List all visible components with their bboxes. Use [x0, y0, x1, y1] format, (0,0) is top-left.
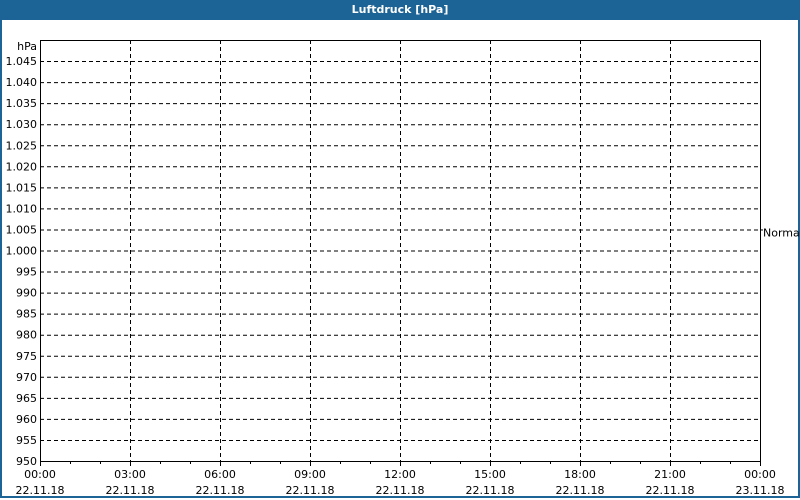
y-tick-label: 1.015 — [6, 181, 38, 194]
x-tick-date: 22.11.18 — [646, 484, 695, 497]
y-axis-label: hPa — [17, 40, 37, 53]
y-tick-label: 1.010 — [6, 202, 38, 215]
x-tick-time: 21:00 — [654, 468, 686, 481]
x-tick-date: 23.11.18 — [736, 484, 785, 497]
y-tick-label: 1.020 — [6, 160, 38, 173]
x-tick-date: 22.11.18 — [376, 484, 425, 497]
x-tick-date: 22.11.18 — [16, 484, 65, 497]
x-tick-time: 00:00 — [744, 468, 776, 481]
plot-frame — [40, 40, 761, 462]
x-tick-time: 15:00 — [474, 468, 506, 481]
y-tick-label: 980 — [16, 329, 37, 342]
y-tick-label: 1.035 — [6, 97, 38, 110]
x-tick-date: 22.11.18 — [286, 484, 335, 497]
y-tick-label: 1.030 — [6, 118, 38, 131]
x-tick-time: 12:00 — [384, 468, 416, 481]
x-tick-date: 22.11.18 — [466, 484, 515, 497]
x-tick-time: 00:00 — [24, 468, 56, 481]
x-tick-date: 22.11.18 — [556, 484, 605, 497]
x-tick-time: 03:00 — [114, 468, 146, 481]
chart-title: Luftdruck [hPa] — [0, 0, 800, 20]
x-tick-time: 18:00 — [564, 468, 596, 481]
y-tick-label: 970 — [16, 371, 37, 384]
y-tick-label: 1.025 — [6, 139, 38, 152]
y-tick-label: 960 — [16, 413, 37, 426]
y-tick-label: 965 — [16, 392, 37, 405]
y-tick-label: 1.045 — [6, 55, 38, 68]
y-tick-label: 990 — [16, 287, 37, 300]
y-tick-label: 975 — [16, 350, 37, 363]
y-tick-label: 955 — [16, 434, 37, 447]
y-tick-label: 995 — [16, 266, 37, 279]
x-tick-time: 09:00 — [294, 468, 326, 481]
x-tick-time: 06:00 — [204, 468, 236, 481]
y-tick-label: 1.040 — [6, 76, 38, 89]
x-tick-date: 22.11.18 — [106, 484, 155, 497]
y-tick-label: 1.000 — [6, 245, 38, 258]
x-tick-date: 22.11.18 — [196, 484, 245, 497]
normal-label: Normal — [763, 226, 800, 239]
y-tick-label: 985 — [16, 308, 37, 321]
y-tick-label: 1.005 — [6, 223, 38, 236]
y-tick-label: 950 — [16, 455, 37, 468]
